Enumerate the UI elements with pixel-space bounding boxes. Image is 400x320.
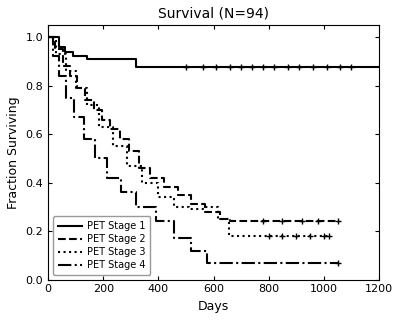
Legend: PET Stage 1, PET Stage 2, PET Stage 3, PET Stage 4: PET Stage 1, PET Stage 2, PET Stage 3, P… [53,216,150,275]
Title: Survival (N=94): Survival (N=94) [158,7,269,21]
Y-axis label: Fraction Surviving: Fraction Surviving [7,96,20,209]
X-axis label: Days: Days [198,300,229,313]
